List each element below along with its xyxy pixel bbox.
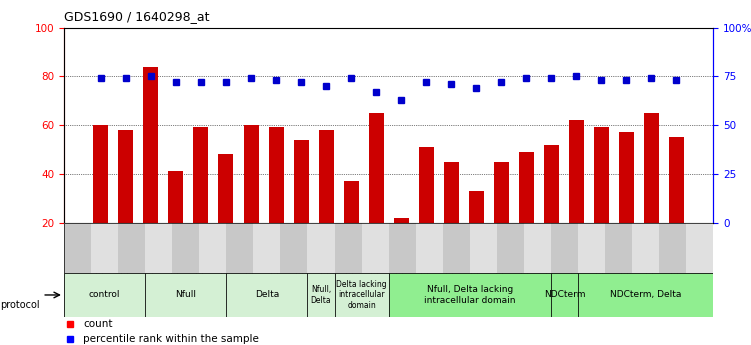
Bar (659, 223, 686, 273)
Bar (418, 147, 433, 271)
Text: Delta lacking
intracellular
domain: Delta lacking intracellular domain (336, 280, 387, 310)
Bar (143, 67, 158, 271)
Text: NDCterm: NDCterm (544, 290, 585, 299)
Bar (280, 223, 307, 273)
Text: control: control (89, 290, 120, 299)
Bar (594, 128, 609, 271)
Bar (118, 223, 145, 273)
Bar (64, 273, 145, 317)
Text: NDCterm, Delta: NDCterm, Delta (610, 290, 681, 299)
Bar (243, 125, 258, 271)
Bar (226, 273, 307, 317)
Bar (569, 120, 584, 271)
Bar (669, 137, 684, 271)
Bar (389, 223, 416, 273)
Bar (307, 223, 334, 273)
Bar (145, 223, 172, 273)
Bar (644, 113, 659, 271)
Bar (497, 223, 524, 273)
Bar (294, 140, 309, 271)
Bar (443, 223, 470, 273)
Bar (551, 223, 578, 273)
Bar (253, 223, 280, 273)
Bar (64, 223, 91, 273)
Bar (578, 273, 713, 317)
Text: protocol: protocol (0, 300, 40, 310)
Bar (199, 223, 226, 273)
Bar (168, 171, 183, 271)
Bar (145, 273, 226, 317)
Bar (318, 130, 333, 271)
Bar (469, 191, 484, 271)
Text: percentile rank within the sample: percentile rank within the sample (83, 335, 259, 344)
Bar (334, 273, 389, 317)
Bar (416, 223, 443, 273)
Bar (361, 223, 389, 273)
Bar (551, 273, 578, 317)
Text: count: count (83, 319, 113, 329)
Bar (493, 161, 508, 271)
Bar (226, 223, 253, 273)
Bar (269, 128, 284, 271)
Text: Nfull,
Delta: Nfull, Delta (311, 285, 331, 305)
Bar (470, 223, 497, 273)
Bar (619, 132, 634, 271)
Bar (219, 154, 234, 271)
Bar (686, 223, 713, 273)
Bar (119, 130, 134, 271)
Bar (524, 223, 551, 273)
Bar (394, 218, 409, 271)
Bar (194, 128, 209, 271)
Text: Nfull: Nfull (175, 290, 196, 299)
Text: GDS1690 / 1640298_at: GDS1690 / 1640298_at (64, 10, 210, 23)
Bar (307, 273, 334, 317)
Bar (369, 113, 384, 271)
Bar (519, 152, 534, 271)
Text: Delta: Delta (255, 290, 279, 299)
Bar (544, 145, 559, 271)
Bar (444, 161, 459, 271)
Bar (632, 223, 659, 273)
Bar (91, 223, 118, 273)
Bar (605, 223, 632, 273)
Bar (93, 125, 108, 271)
Bar (389, 273, 551, 317)
Bar (578, 223, 605, 273)
Bar (334, 223, 361, 273)
Text: Nfull, Delta lacking
intracellular domain: Nfull, Delta lacking intracellular domai… (424, 285, 516, 305)
Bar (344, 181, 359, 271)
Bar (172, 223, 199, 273)
